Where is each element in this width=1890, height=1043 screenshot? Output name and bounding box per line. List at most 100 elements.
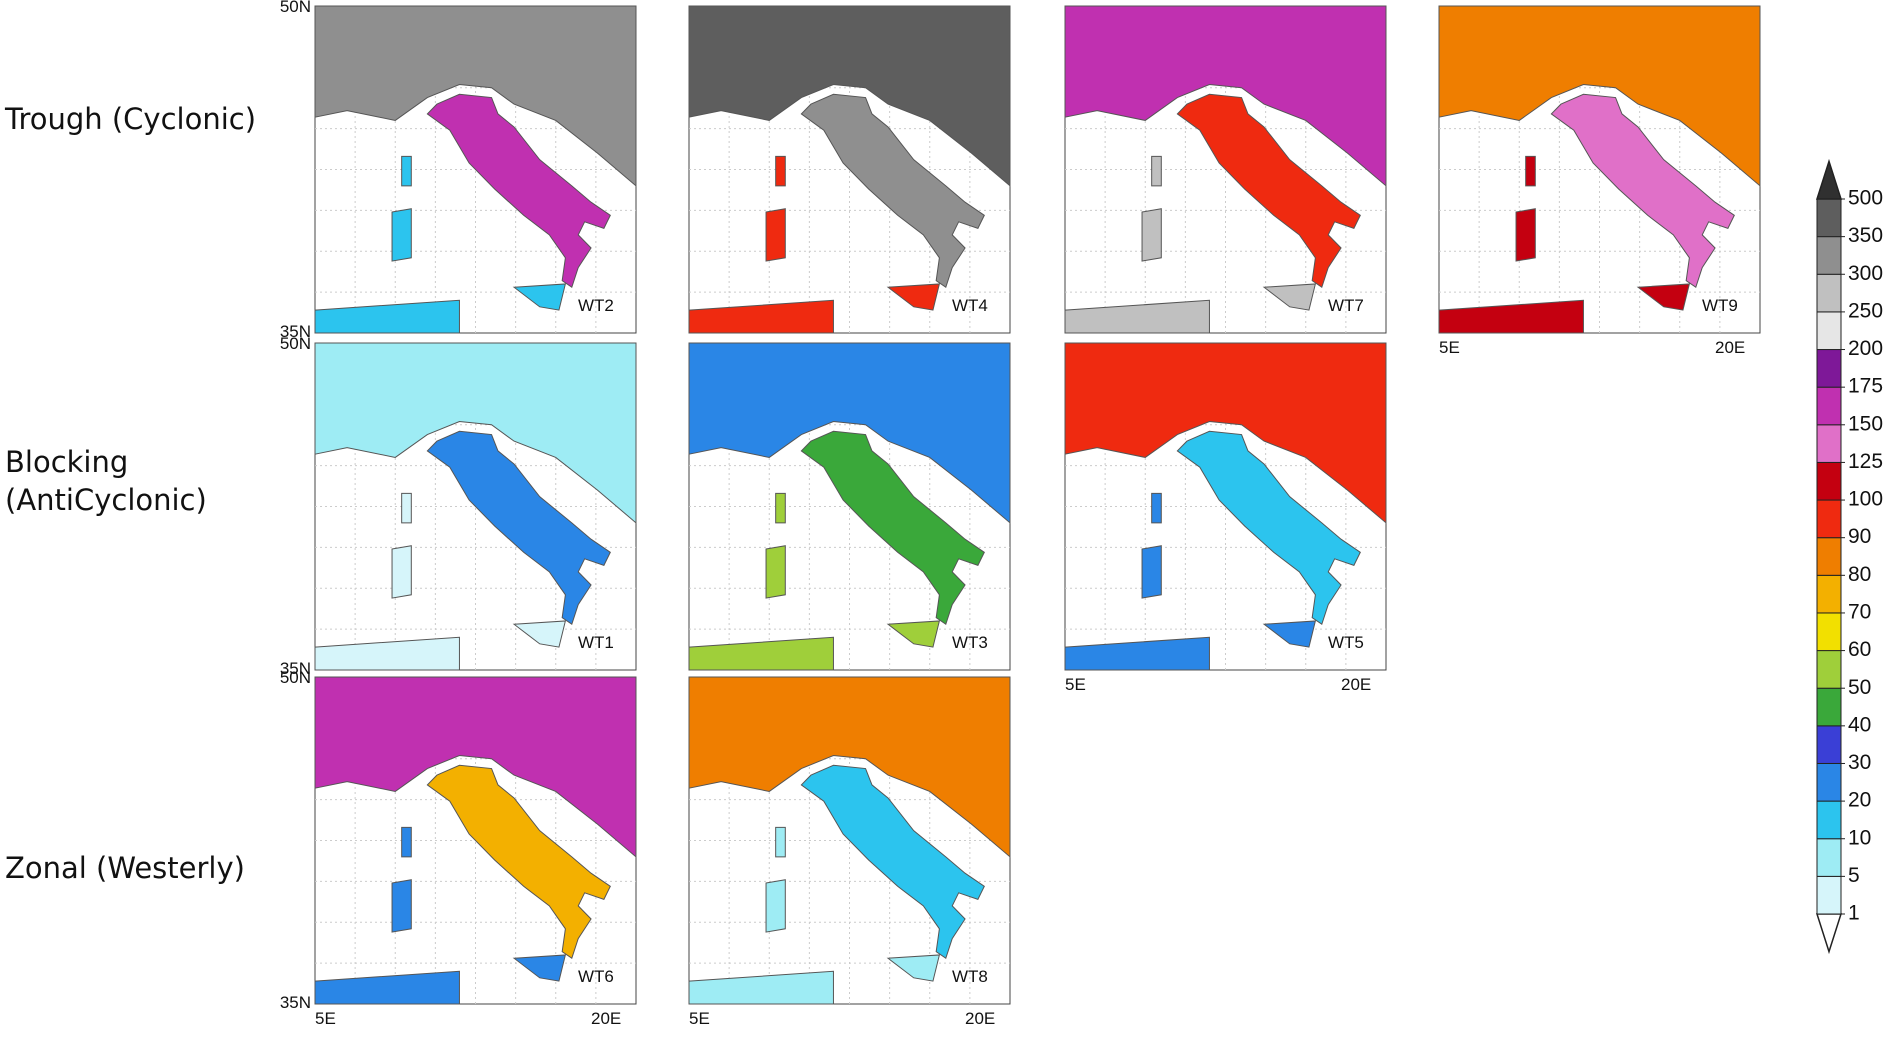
map-panel: WT9 bbox=[1438, 5, 1761, 334]
land-island bbox=[775, 155, 786, 187]
colorbar-swatch bbox=[1816, 236, 1842, 275]
map-panel: WT4 bbox=[688, 5, 1011, 334]
land-italy bbox=[1176, 93, 1361, 289]
land-italy bbox=[800, 764, 985, 960]
colorbar-label: 250 bbox=[1848, 299, 1883, 322]
colorbar-swatch bbox=[1816, 612, 1842, 652]
land-north bbox=[1064, 342, 1387, 524]
land-island bbox=[314, 970, 460, 1005]
colorbar-swatch bbox=[1816, 273, 1842, 313]
colorbar-swatch bbox=[1816, 424, 1842, 463]
colorbar-swatch bbox=[1816, 386, 1842, 426]
colorbar-label: 60 bbox=[1848, 638, 1871, 661]
land-island bbox=[391, 879, 412, 933]
lon-label: 5E bbox=[1065, 675, 1086, 694]
colorbar-extend-low bbox=[1815, 913, 1843, 955]
map-panel: WT1 bbox=[314, 342, 637, 671]
colorbar-label: 30 bbox=[1848, 751, 1871, 774]
land-island bbox=[314, 636, 460, 671]
land-italy bbox=[426, 93, 611, 289]
colorbar-label: 50 bbox=[1848, 676, 1871, 699]
colorbar-label: 1 bbox=[1848, 902, 1860, 925]
lon-label: 20E bbox=[1715, 338, 1745, 357]
colorbar-swatch bbox=[1816, 574, 1842, 614]
panel-label: WT4 bbox=[952, 296, 988, 315]
land-island bbox=[401, 492, 412, 524]
colorbar-label: 150 bbox=[1848, 412, 1883, 435]
land-italy bbox=[800, 93, 985, 289]
map-panel: WT3 bbox=[688, 342, 1011, 671]
colorbar-swatch bbox=[1816, 537, 1842, 576]
colorbar-label: 175 bbox=[1848, 375, 1883, 398]
land-island bbox=[1515, 208, 1536, 262]
colorbar-swatch bbox=[1816, 875, 1842, 915]
land-island bbox=[765, 879, 786, 933]
colorbar-swatch bbox=[1816, 725, 1842, 764]
colorbar-label: 5 bbox=[1848, 864, 1860, 887]
map-panel: WT6 bbox=[314, 676, 637, 1005]
land-north bbox=[688, 5, 1011, 187]
land-north bbox=[1064, 5, 1387, 187]
colorbar-swatch bbox=[1816, 800, 1842, 840]
colorbar-swatch bbox=[1816, 198, 1842, 238]
land-island bbox=[1525, 155, 1536, 187]
land-island bbox=[886, 954, 941, 982]
map-panel: WT8 bbox=[688, 676, 1011, 1005]
land-island bbox=[886, 620, 941, 648]
land-island bbox=[1064, 636, 1210, 671]
land-island bbox=[401, 155, 412, 187]
land-north bbox=[1438, 5, 1761, 187]
colorbar-label: 125 bbox=[1848, 450, 1883, 473]
colorbar-extend-high bbox=[1815, 158, 1843, 200]
colorbar-label: 40 bbox=[1848, 713, 1871, 736]
map-panel: WT7 bbox=[1064, 5, 1387, 334]
land-island bbox=[1636, 283, 1691, 311]
land-island bbox=[401, 826, 412, 858]
land-island bbox=[688, 636, 834, 671]
land-island bbox=[688, 970, 834, 1005]
land-north bbox=[314, 676, 637, 858]
colorbar-label: 70 bbox=[1848, 600, 1871, 623]
land-island bbox=[765, 208, 786, 262]
panel-label: WT6 bbox=[578, 967, 614, 986]
colorbar-label: 350 bbox=[1848, 224, 1883, 247]
colorbar-label: 300 bbox=[1848, 262, 1883, 285]
row-label: Trough (Cyclonic) bbox=[4, 102, 256, 136]
colorbar-label: 80 bbox=[1848, 563, 1871, 586]
colorbar-swatch bbox=[1816, 499, 1842, 539]
land-island bbox=[512, 283, 567, 311]
lon-label: 20E bbox=[1341, 675, 1371, 694]
land-island bbox=[391, 208, 412, 262]
colorbar-swatch bbox=[1816, 838, 1842, 877]
map-panel: WT2 bbox=[314, 5, 637, 334]
colorbar-label: 200 bbox=[1848, 337, 1883, 360]
colorbar-label: 500 bbox=[1848, 187, 1883, 210]
row-label: Blocking bbox=[5, 445, 128, 479]
land-island bbox=[1141, 208, 1162, 262]
land-italy bbox=[426, 764, 611, 960]
land-italy bbox=[426, 430, 611, 626]
land-italy bbox=[800, 430, 985, 626]
colorbar-swatch bbox=[1816, 311, 1842, 351]
lon-label: 5E bbox=[315, 1009, 336, 1028]
land-island bbox=[1151, 492, 1162, 524]
land-island bbox=[886, 283, 941, 311]
panel-label: WT3 bbox=[952, 633, 988, 652]
land-island bbox=[765, 545, 786, 599]
colorbar-label: 90 bbox=[1848, 525, 1871, 548]
row-label: Zonal (Westerly) bbox=[5, 851, 245, 885]
lat-label: 35N bbox=[280, 322, 311, 341]
land-island bbox=[1438, 299, 1584, 334]
lon-label: 20E bbox=[591, 1009, 621, 1028]
land-island bbox=[775, 826, 786, 858]
panel-label: WT8 bbox=[952, 967, 988, 986]
land-island bbox=[1141, 545, 1162, 599]
lat-label: 35N bbox=[280, 993, 311, 1012]
land-island bbox=[391, 545, 412, 599]
colorbar-swatch bbox=[1816, 687, 1842, 727]
lat-label: 35N bbox=[280, 659, 311, 678]
colorbar-swatch bbox=[1816, 650, 1842, 689]
panel-label: WT7 bbox=[1328, 296, 1364, 315]
land-north bbox=[314, 342, 637, 524]
